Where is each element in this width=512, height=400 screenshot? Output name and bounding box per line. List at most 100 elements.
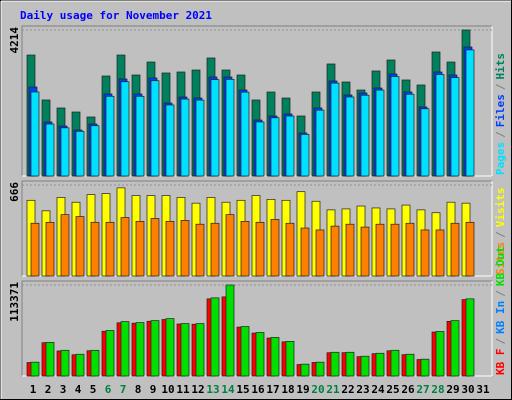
legend-separator: /	[494, 290, 507, 297]
bar	[360, 355, 370, 377]
legend-entry: Visits	[494, 188, 507, 228]
chart-title: Daily usage for November 2021	[20, 9, 212, 22]
x-tick-label: 1	[30, 383, 37, 396]
bar	[195, 223, 205, 277]
bar	[450, 320, 460, 377]
bar	[75, 353, 85, 377]
y-max-label: 113371	[8, 282, 21, 322]
bar	[315, 229, 325, 277]
legend-entry: KB Out	[494, 246, 507, 286]
legend-separator: /	[494, 231, 507, 238]
x-tick-label: 9	[150, 383, 157, 396]
x-tick-label: 7	[120, 383, 127, 396]
bar	[390, 76, 400, 177]
bar	[180, 323, 190, 377]
bar	[435, 74, 445, 177]
bar	[135, 322, 145, 377]
bar	[60, 349, 70, 377]
bar	[405, 93, 415, 177]
legend: Sites / Visits	[494, 188, 507, 276]
bar	[330, 351, 340, 377]
bar	[60, 127, 70, 177]
bar	[345, 351, 355, 377]
bar	[120, 81, 130, 177]
bar	[375, 223, 385, 277]
x-tick-label: 13	[206, 383, 219, 396]
bar	[315, 361, 325, 377]
bar	[75, 130, 85, 177]
bar	[135, 220, 145, 277]
bar	[405, 353, 415, 377]
y-max-label: 4214	[8, 27, 21, 54]
bar	[345, 223, 355, 277]
x-tick-label: 4	[75, 383, 82, 396]
bar	[165, 220, 175, 277]
x-tick-label: 5	[90, 383, 97, 396]
bar	[345, 96, 355, 177]
legend: KB F / KB In / KB Out	[494, 246, 507, 375]
bar	[240, 326, 250, 377]
bar	[210, 222, 220, 277]
bar	[150, 80, 160, 177]
x-tick-label: 19	[296, 383, 309, 396]
bar	[420, 108, 430, 177]
bar	[45, 123, 55, 177]
bar	[435, 229, 445, 277]
bar	[105, 330, 115, 377]
y-max-label: 666	[8, 182, 21, 202]
bar	[135, 95, 145, 177]
bar	[180, 220, 190, 277]
x-tick-label: 26	[401, 383, 415, 396]
x-tick-label: 24	[371, 383, 385, 396]
bar	[150, 218, 160, 277]
bar	[420, 229, 430, 277]
bar	[210, 79, 220, 177]
bar	[30, 361, 40, 377]
bar	[225, 78, 235, 177]
bar	[150, 320, 160, 377]
x-tick-label: 31	[476, 383, 490, 396]
x-tick-label: 20	[311, 383, 324, 396]
bar	[450, 77, 460, 177]
bar	[120, 321, 130, 377]
bar	[360, 94, 370, 177]
bar	[300, 134, 310, 177]
bar	[405, 222, 415, 277]
x-tick-label: 21	[326, 383, 340, 396]
x-tick-label: 29	[446, 383, 459, 396]
legend-entry: Pages	[494, 142, 507, 175]
bar	[30, 91, 40, 177]
bar	[255, 121, 265, 177]
bar	[225, 214, 235, 277]
bar	[285, 222, 295, 277]
legend-separator: /	[494, 131, 507, 138]
bar	[465, 298, 475, 377]
bar	[240, 220, 250, 277]
x-tick-label: 2	[45, 383, 52, 396]
x-tick-label: 22	[341, 383, 354, 396]
x-tick-label: 18	[281, 383, 294, 396]
bar	[30, 222, 40, 277]
x-tick-label: 3	[60, 383, 67, 396]
bar	[330, 82, 340, 177]
bar	[240, 91, 250, 177]
legend-entry: KB F	[494, 349, 507, 376]
bar	[45, 342, 55, 377]
legend-separator: /	[494, 338, 507, 345]
bar	[195, 323, 205, 377]
bar	[75, 216, 85, 277]
bar	[360, 226, 370, 277]
bar	[105, 221, 115, 277]
bar	[285, 115, 295, 177]
x-tick-label: 28	[431, 383, 444, 396]
bar	[465, 49, 475, 177]
bar	[270, 117, 280, 177]
bar	[255, 221, 265, 277]
x-tick-label: 8	[135, 383, 142, 396]
x-tick-label: 15	[236, 383, 249, 396]
bar	[435, 331, 445, 377]
legend-separator: /	[494, 83, 507, 90]
bar	[375, 89, 385, 177]
bar	[90, 221, 100, 277]
